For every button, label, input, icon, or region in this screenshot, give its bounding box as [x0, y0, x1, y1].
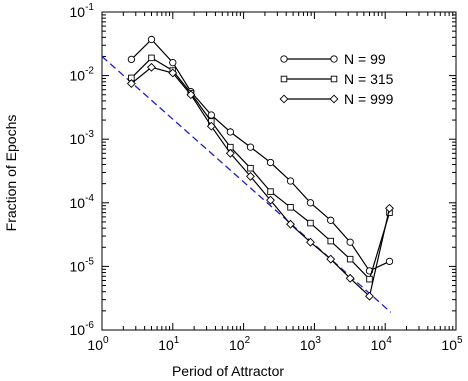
legend-label: N = 999 [344, 91, 394, 107]
legend-entry: N = 99 [280, 51, 386, 67]
y-tick-label: 10-4 [70, 193, 95, 211]
series-line [131, 66, 391, 298]
square-marker [346, 255, 354, 263]
circle-marker [330, 55, 338, 63]
diamond-marker [186, 90, 196, 100]
data-series [126, 35, 394, 301]
series-diamond [126, 62, 394, 301]
diamond-marker [246, 171, 255, 181]
circle-marker [226, 128, 235, 136]
circle-marker [286, 177, 295, 185]
series-square [128, 54, 393, 283]
square-marker [366, 275, 373, 283]
legend-entry: N = 315 [280, 71, 394, 87]
diamond-marker [225, 148, 235, 158]
x-tick-label: 101 [158, 335, 180, 353]
y-axis-label: Fraction of Epochs [3, 115, 19, 232]
circle-marker [346, 238, 354, 246]
circle-marker [385, 257, 394, 266]
reference-line [101, 55, 392, 313]
square-marker [330, 75, 338, 83]
square-marker [287, 204, 294, 211]
reference-dashed-line [101, 55, 392, 313]
axis-tick-labels: 100 101 102 103 104 105 10-6 10-5 10-4 10-3 10-2 10… [70, 2, 463, 353]
square-marker [148, 54, 155, 62]
circle-marker [280, 55, 288, 63]
square-marker [267, 188, 274, 195]
diamond-marker [279, 94, 289, 104]
diamond-marker [126, 79, 136, 88]
square-marker [247, 164, 254, 172]
legend-label: N = 315 [344, 71, 394, 87]
diamond-marker [168, 68, 178, 78]
diamond-marker [365, 291, 374, 301]
diamond-marker [326, 254, 336, 264]
square-marker [307, 219, 314, 227]
circle-marker [169, 58, 177, 67]
y-tick-label: 10-5 [70, 256, 95, 274]
y-tick-label: 10-1 [70, 2, 95, 20]
x-tick-label: 100 [87, 335, 109, 353]
x-tick-label: 105 [441, 335, 463, 353]
circle-marker [207, 111, 215, 119]
diamond-marker [306, 237, 315, 247]
x-tick-label: 102 [229, 335, 251, 353]
diamond-marker [345, 273, 355, 283]
axis-ticks [101, 11, 457, 331]
y-tick-label: 10-6 [70, 320, 95, 338]
y-tick-label: 10-2 [70, 66, 95, 84]
x-tick-label: 103 [300, 335, 322, 353]
legend: N = 99 N = 315 N = 999 [279, 51, 394, 107]
legend-entry: N = 999 [279, 91, 394, 107]
legend-label: N = 99 [344, 51, 386, 67]
diamond-marker [385, 203, 394, 213]
circle-marker [127, 55, 136, 64]
x-tick-label: 104 [371, 335, 393, 353]
circle-marker [266, 158, 275, 167]
circle-marker [147, 35, 156, 44]
circle-marker [306, 199, 315, 207]
square-marker [327, 237, 334, 245]
y-tick-label: 10-3 [70, 129, 95, 147]
x-axis-label: Period of Attractor [172, 363, 284, 379]
diamond-marker [329, 94, 339, 104]
plot-frame [101, 11, 457, 331]
circle-marker [246, 143, 255, 151]
diamond-marker [147, 62, 156, 72]
circle-marker [327, 216, 335, 224]
diamond-marker [206, 121, 216, 131]
diamond-marker [286, 219, 295, 229]
diamond-marker [266, 195, 275, 205]
square-marker [280, 75, 288, 83]
